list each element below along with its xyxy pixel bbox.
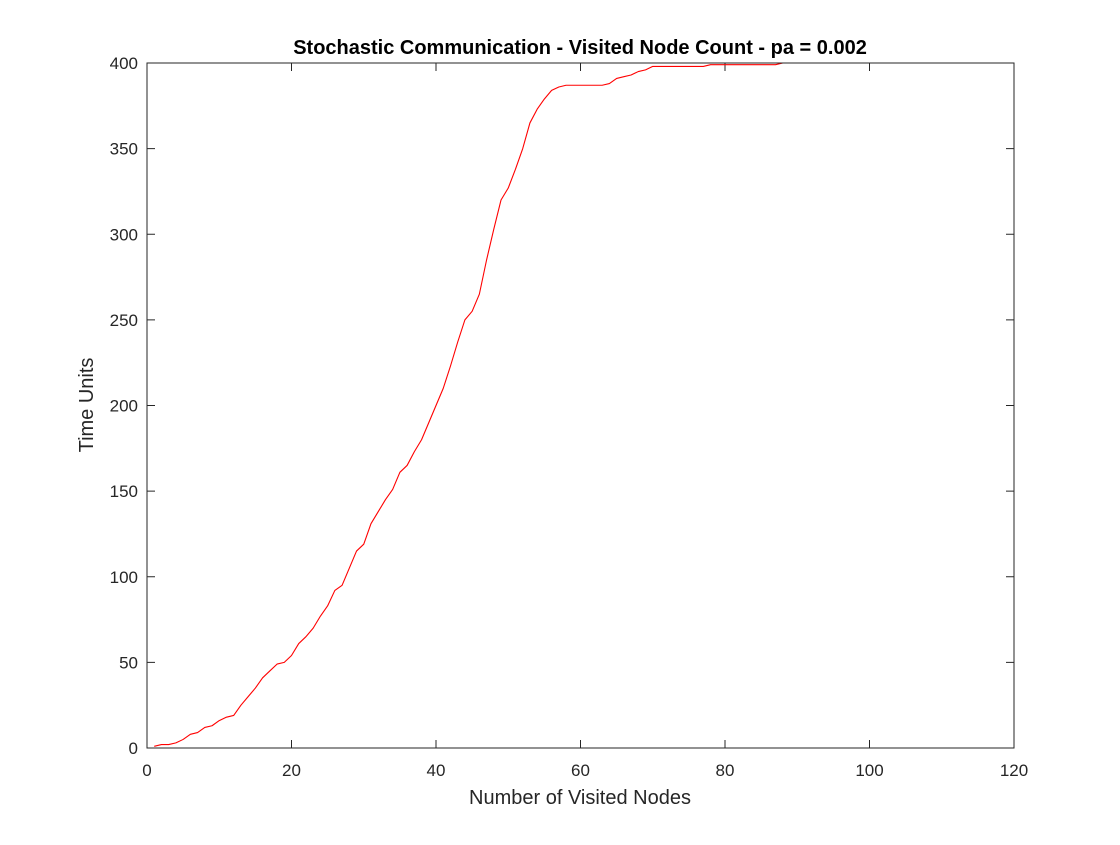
x-tick-label: 40: [427, 761, 446, 780]
series-line-0: [154, 62, 877, 747]
y-axis-title: Time Units: [76, 358, 98, 453]
chart-title: Stochastic Communication - Visited Node …: [293, 37, 867, 59]
plot-area: [147, 63, 1014, 748]
y-tick-label: 400: [110, 54, 138, 73]
x-axis-ticks: 0 20 40 60 80 100 120: [142, 63, 1028, 780]
y-tick-label: 200: [110, 397, 138, 416]
y-tick-label: 50: [119, 653, 138, 672]
series-layer: [154, 62, 877, 747]
x-tick-label: 20: [282, 761, 301, 780]
x-tick-label: 0: [142, 761, 151, 780]
y-tick-label: 350: [110, 140, 138, 159]
y-axis-ticks: 0 50 100 150 200 250 300 350 400: [110, 54, 1014, 758]
x-tick-label: 60: [571, 761, 590, 780]
x-tick-label: 80: [716, 761, 735, 780]
y-tick-label: 250: [110, 311, 138, 330]
y-tick-label: 0: [129, 739, 138, 758]
x-axis-title: Number of Visited Nodes: [469, 787, 691, 809]
y-tick-label: 300: [110, 225, 138, 244]
x-tick-label: 100: [855, 761, 883, 780]
x-tick-label: 120: [1000, 761, 1028, 780]
axes-box: [146, 62, 1015, 749]
y-tick-label: 150: [110, 482, 138, 501]
y-tick-label: 100: [110, 568, 138, 587]
